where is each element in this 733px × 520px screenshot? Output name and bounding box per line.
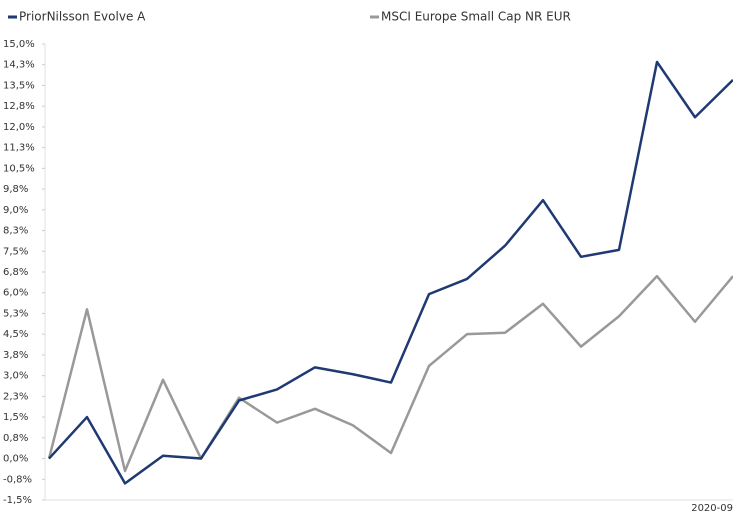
y-tick-label: -0,8%: [3, 474, 32, 485]
y-tick-label: 1,5%: [3, 412, 28, 423]
y-tick-label: 0,8%: [3, 433, 28, 444]
legend-label: MSCI Europe Small Cap NR EUR: [381, 10, 571, 24]
y-tick-label: 5,3%: [3, 308, 28, 319]
y-tick-label: 14,3%: [3, 60, 35, 71]
y-tick-label: 15,0%: [3, 39, 35, 50]
y-tick-label: 8,3%: [3, 226, 28, 237]
y-tick-label: 9,8%: [3, 184, 28, 195]
y-tick-label: 12,0%: [3, 122, 35, 133]
y-tick-label: 9,0%: [3, 205, 28, 216]
y-tick-label: 7,5%: [3, 246, 28, 257]
x-tick-label: 2020-09: [691, 503, 733, 514]
series-line: [47, 274, 733, 473]
y-tick-label: 2,3%: [3, 391, 28, 402]
y-tick-label: 3,8%: [3, 350, 28, 361]
y-tick-label: 6,0%: [3, 288, 28, 299]
series-line: [48, 60, 733, 485]
y-tick-label: 12,8%: [3, 101, 35, 112]
y-tick-label: 6,8%: [3, 267, 28, 278]
y-tick-label: 13,5%: [3, 80, 35, 91]
legend-label: PriorNilsson Evolve A: [19, 10, 146, 24]
y-tick-label: 3,0%: [3, 371, 28, 382]
y-tick-label: 0,0%: [3, 454, 28, 465]
y-tick-label: 10,5%: [3, 163, 35, 174]
y-tick-label: 11,3%: [3, 143, 35, 154]
y-tick-label: 4,5%: [3, 329, 28, 340]
y-tick-label: -1,5%: [3, 495, 32, 506]
